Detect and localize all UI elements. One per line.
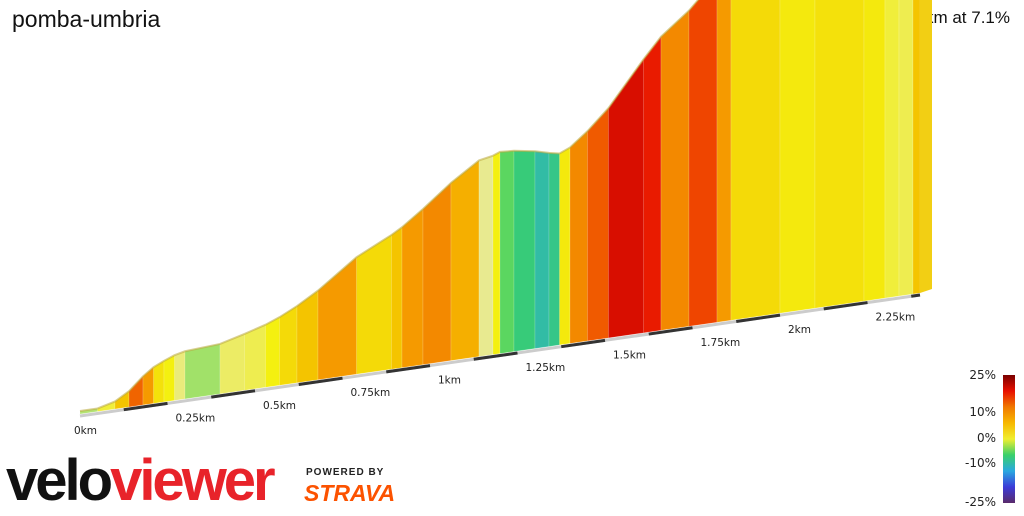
grade-segment <box>569 130 588 344</box>
distance-tick-label: 1km <box>438 375 461 387</box>
grade-segment <box>391 226 403 370</box>
profile-top-edge <box>79 0 700 412</box>
grade-segment <box>499 150 515 354</box>
legend-label-neg10: -10% <box>964 456 996 470</box>
grade-segment <box>660 9 690 331</box>
grade-segment <box>779 0 816 314</box>
grade-segment <box>513 150 536 352</box>
powered-by-label: POWERED BY <box>306 467 385 478</box>
grade-segment <box>863 0 886 302</box>
grade-segment <box>716 0 732 323</box>
distance-tick-label: 0.5km <box>263 400 296 412</box>
baseline-km-mark <box>736 313 781 323</box>
baseline-km-mark <box>473 351 518 361</box>
baseline-km-mark <box>823 301 868 311</box>
legend-label-10: 10% <box>969 405 996 419</box>
distance-tick-labels: 0km 0.25km 0.5km 0.75km 1km 1.25km 1.5km 1.75km… <box>74 312 915 437</box>
grade-segment <box>548 152 560 347</box>
distance-tick-label: 2km <box>788 324 811 336</box>
grade-segment <box>912 0 921 295</box>
grade-segment <box>559 146 571 346</box>
baseline-km-mark <box>648 326 693 336</box>
grade-segment <box>163 354 175 403</box>
strava-logo[interactable]: STRAVA <box>304 480 396 506</box>
grade-segment <box>244 324 266 391</box>
logo-velo: velo <box>6 448 113 513</box>
baseline-km-mark <box>561 338 606 349</box>
segment-title: pomba-umbria <box>12 6 161 32</box>
grade-segment <box>422 182 452 365</box>
baseline-km-mark <box>298 376 343 386</box>
legend-label-0: 0% <box>976 431 996 445</box>
distance-tick-label: 0km <box>74 425 97 437</box>
grade-segment <box>643 35 662 334</box>
legend-label-max: 25% <box>969 368 996 382</box>
baseline-km-mark <box>211 389 256 399</box>
grade-segment <box>356 234 392 375</box>
distance-tick-label: 0.25km <box>176 412 216 424</box>
grade-segment <box>898 0 914 297</box>
grade-segment <box>534 150 550 349</box>
grade-color-legend <box>1003 375 1015 503</box>
grade-segment <box>128 375 144 408</box>
baseline-distance-marks <box>123 293 921 412</box>
grade-segment <box>478 155 494 357</box>
baseline-km-mark <box>123 401 168 412</box>
grade-segments <box>79 0 932 415</box>
grade-segment <box>184 343 221 400</box>
baseline-km-mark <box>386 364 431 374</box>
distance-tick-label: 1.5km <box>613 349 646 361</box>
grade-segment <box>814 0 865 309</box>
grade-segment <box>174 350 186 401</box>
grade-segment <box>401 208 424 368</box>
grade-segment <box>884 0 900 299</box>
grade-segment <box>587 107 609 342</box>
grade-segment <box>265 316 280 388</box>
distance-tick-label: 1.75km <box>701 337 741 349</box>
legend-label-min: -25% <box>964 495 996 509</box>
distance-tick-label: 2.25km <box>876 312 916 324</box>
grade-segment <box>688 0 718 327</box>
grade-segment <box>279 305 298 386</box>
distance-tick-label: 1.25km <box>526 362 566 374</box>
profile-end-cap <box>920 0 932 293</box>
logo-viewer: viewer <box>110 448 276 513</box>
baseline-km-mark <box>911 293 921 298</box>
grade-segment <box>730 0 781 321</box>
grade-segment <box>450 159 480 361</box>
distance-tick-label: 0.75km <box>351 387 391 399</box>
grade-segment <box>317 256 357 381</box>
veloviewer-logo[interactable]: veloviewer <box>6 446 276 516</box>
grade-segment <box>492 151 501 355</box>
